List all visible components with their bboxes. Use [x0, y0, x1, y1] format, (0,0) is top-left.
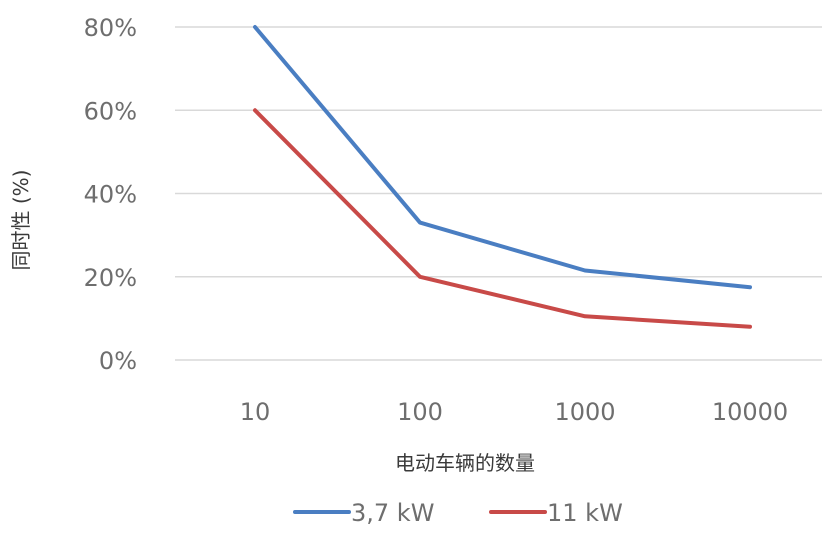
y-tick-label: 0% — [99, 347, 137, 375]
y-tick-label: 20% — [84, 264, 137, 292]
y-tick-label: 80% — [84, 14, 137, 42]
legend: 3,7 kW 11 kW — [293, 499, 623, 527]
x-axis-title: 电动车辆的数量 — [395, 451, 535, 475]
y-tick-label: 60% — [84, 97, 137, 125]
y-tick-label: 40% — [84, 181, 137, 209]
y-axis-title: 同时性 (%) — [9, 170, 33, 271]
series-lines — [253, 25, 752, 329]
gridlines — [175, 26, 822, 361]
x-tick-label: 100 — [397, 398, 443, 426]
series-line-1 — [253, 108, 752, 329]
series-line-0 — [253, 25, 752, 290]
x-tick-label: 10 — [240, 398, 271, 426]
x-tick-label: 10000 — [712, 398, 788, 426]
legend-label-0: 3,7 kW — [351, 499, 434, 527]
x-axis-tick-labels: 10 100 1000 10000 — [240, 398, 788, 426]
legend-label-1: 11 kW — [547, 499, 623, 527]
x-tick-label: 1000 — [554, 398, 615, 426]
y-axis-tick-labels: 0% 20% 40% 60% 80% — [84, 14, 137, 375]
